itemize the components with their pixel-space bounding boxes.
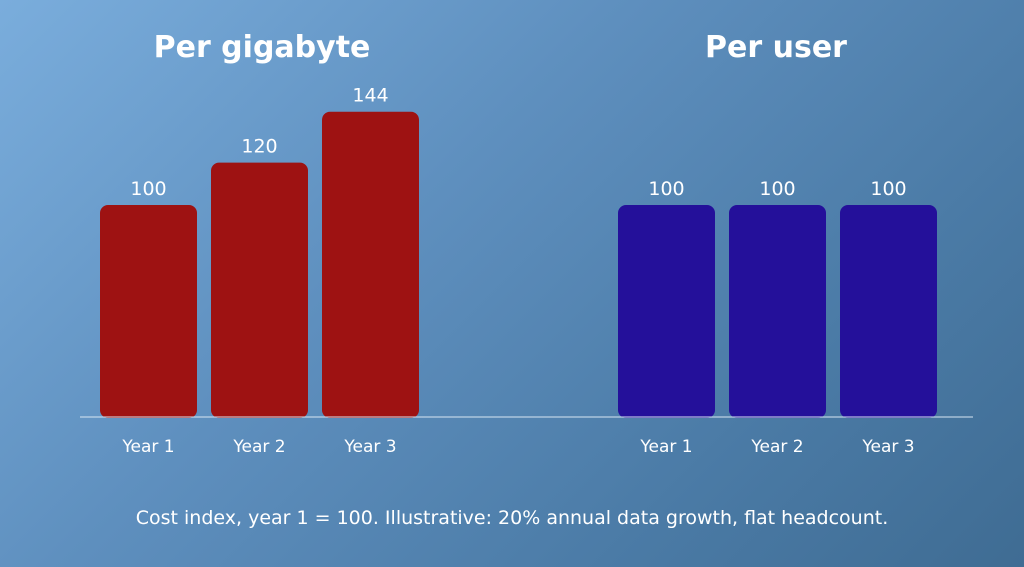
x-tick-label: Year 2 [750, 437, 803, 457]
data-label: 100 [870, 178, 906, 200]
footnote: Cost index, year 1 = 100. Illustrative: … [136, 507, 889, 529]
data-label: 100 [648, 178, 684, 200]
bar [729, 205, 826, 418]
x-tick-label: Year 1 [639, 437, 692, 457]
chart-title: Per gigabyte [154, 30, 371, 65]
chart-title: Per user [705, 30, 847, 65]
chart-per-gigabyte: Per gigabyte 100 Year 1 120 Year 2 144 Year 3 [100, 30, 419, 457]
data-label: 100 [130, 178, 166, 200]
x-tick-label: Year 3 [343, 437, 396, 457]
x-tick-label: Year 1 [121, 437, 174, 457]
data-label: 100 [759, 178, 795, 200]
bar [322, 111, 419, 418]
data-label: 144 [352, 85, 388, 107]
bar [100, 205, 197, 418]
bar [211, 162, 308, 418]
bar [840, 205, 937, 418]
data-label: 120 [241, 136, 277, 158]
x-tick-label: Year 2 [232, 437, 285, 457]
chart-per-user: Per user 100 Year 1 100 Year 2 100 Year 3 [618, 30, 937, 457]
bar [618, 205, 715, 418]
x-tick-label: Year 3 [861, 437, 914, 457]
